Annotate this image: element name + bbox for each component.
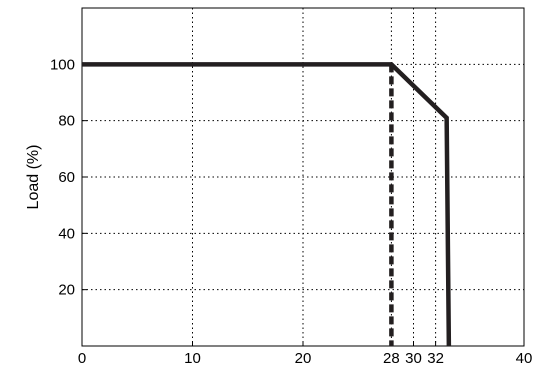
y-axis-title: Load (%)	[25, 145, 42, 210]
y-tick-label: 40	[58, 225, 75, 242]
x-tick-label: 20	[295, 350, 312, 367]
x-tick-label: 30	[405, 350, 422, 367]
axis-ticks	[81, 63, 525, 346]
x-tick-label: 0	[78, 350, 86, 367]
series-line-solid	[82, 62, 452, 347]
x-tick-label: 10	[184, 350, 201, 367]
y-tick-label: 80	[58, 113, 75, 130]
grid-lines	[82, 8, 524, 346]
series-group	[82, 62, 452, 347]
x-tick-label: 28	[383, 350, 400, 367]
x-tick-label: 32	[427, 350, 444, 367]
x-tick-label: 40	[516, 350, 533, 367]
y-tick-label: 100	[50, 56, 75, 73]
y-tick-label: 60	[58, 169, 75, 186]
tick-labels: 0 10 20 28 30 32 40 20 40 60 80 100	[50, 56, 532, 367]
y-tick-label: 20	[58, 282, 75, 299]
